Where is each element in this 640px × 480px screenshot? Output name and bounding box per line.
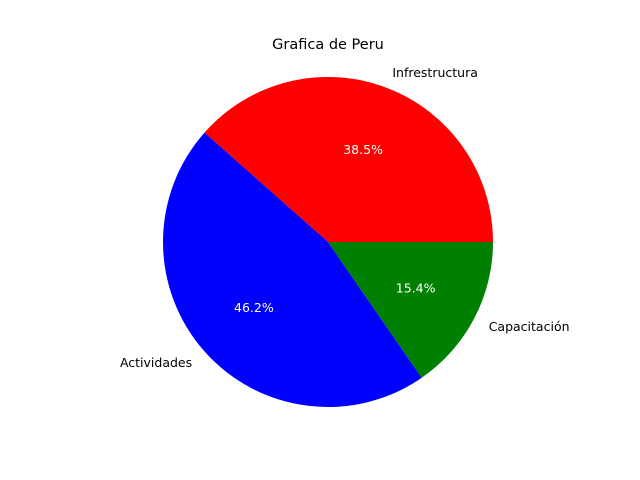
- chart-title: Grafica de Peru: [272, 37, 384, 53]
- pie-labels: Infrestructura 38.5% Actividades 46.2% Capac…: [120, 65, 570, 370]
- slice-label-infrestructura: Infrestructura: [392, 65, 478, 80]
- pie-slices: [163, 76, 493, 407]
- pie-slice-actividades: [163, 132, 422, 407]
- slice-label-actividades: Actividades: [120, 355, 192, 370]
- slice-percent-infrestructura: 38.5%: [343, 142, 383, 157]
- pie-slice-infrestructura: [204, 76, 493, 242]
- slice-percent-capacitacion: 15.4%: [396, 281, 436, 296]
- slice-label-capacitacion: Capacitación: [489, 319, 570, 334]
- slice-percent-actividades: 46.2%: [234, 300, 274, 315]
- pie-slice-capacitacion: [328, 242, 493, 378]
